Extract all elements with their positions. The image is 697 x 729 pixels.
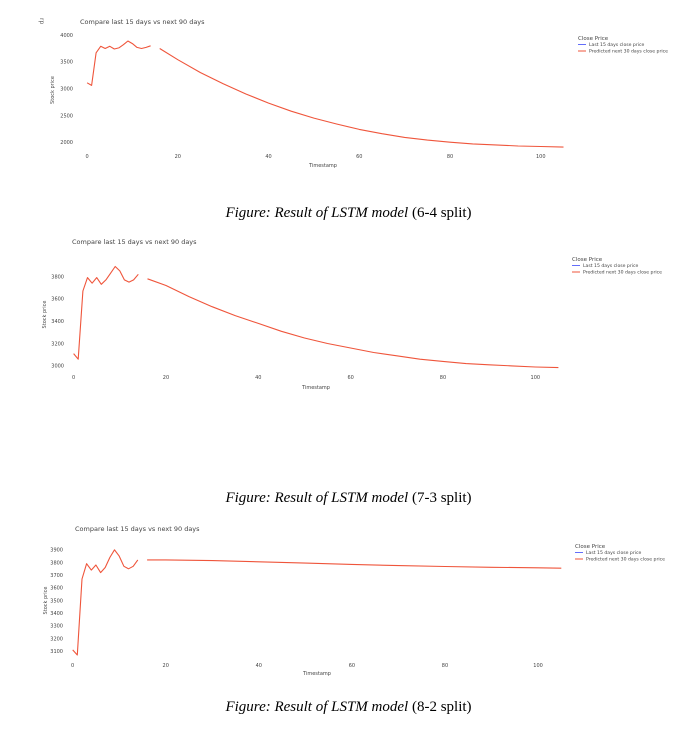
caption-7-3-italic: Figure: Result of LSTM model <box>225 490 409 506</box>
chart-6-4-split: rp Compare last 15 days vs next 90 days 20… <box>38 18 668 169</box>
series-line-forecast <box>147 278 559 369</box>
series-line-recent <box>73 265 139 360</box>
series-line-recent <box>72 549 139 656</box>
x-tick-label: 0 <box>72 375 75 381</box>
legend-title: Close Price <box>575 544 606 550</box>
y-tick-label: 3500 <box>60 60 73 66</box>
legend-item-label: Predicted next 30 days close price <box>583 270 662 276</box>
legend-item-label: Predicted next 30 days close price <box>589 49 668 55</box>
y-tick-label: 3000 <box>51 364 64 370</box>
y-tick-label: 3600 <box>51 297 64 303</box>
x-axis-label: Timestamp <box>308 163 337 169</box>
chart-title: Compare last 15 days vs next 90 days <box>72 238 197 246</box>
caption-7-3: Figure: Result of LSTM model (7-3 split) <box>0 490 697 507</box>
x-tick-label: 20 <box>163 663 169 669</box>
chart-panel-7-3: Compare last 15 days vs next 90 days 3000… <box>0 230 697 400</box>
caption-8-2-italic: Figure: Result of LSTM model <box>225 699 409 715</box>
y-tick-label: 3200 <box>51 341 64 347</box>
y-tick-label: 3100 <box>50 649 63 655</box>
x-tick-label: 40 <box>255 375 261 381</box>
y-tick-label: 2500 <box>60 113 73 119</box>
x-tick-label: 20 <box>175 154 181 160</box>
chart-title: Compare last 15 days vs next 90 days <box>80 18 205 26</box>
y-tick-label: 3800 <box>50 560 63 566</box>
series-line-forecast <box>159 48 564 148</box>
x-tick-label: 80 <box>440 375 446 381</box>
y-tick-label: 2000 <box>60 140 73 146</box>
x-tick-label: 100 <box>533 663 543 669</box>
x-tick-label: 60 <box>347 375 353 381</box>
corner-mark: rp <box>38 18 45 24</box>
y-axis-label: Stock price <box>42 301 48 329</box>
x-tick-label: 60 <box>349 663 355 669</box>
y-tick-label: 3400 <box>51 319 64 325</box>
series-line-forecast <box>147 559 562 569</box>
x-tick-label: 80 <box>447 154 453 160</box>
y-tick-label: 3400 <box>50 611 63 617</box>
legend-item-label: Predicted next 30 days close price <box>586 557 665 563</box>
y-axis-label: Stock price <box>50 76 56 104</box>
chart-7-3-split: Compare last 15 days vs next 90 days 3000… <box>42 238 662 391</box>
y-tick-label: 3700 <box>50 573 63 579</box>
legend-item-label: Last 15 days close price <box>589 42 645 48</box>
caption-8-2: Figure: Result of LSTM model (8-2 split) <box>0 699 697 716</box>
legend-title: Close Price <box>572 257 603 263</box>
y-tick-label: 3900 <box>50 548 63 554</box>
caption-8-2-plain: (8-2 split) <box>408 699 472 715</box>
chart-panel-6-4: rp Compare last 15 days vs next 90 days 20… <box>0 0 697 200</box>
y-tick-label: 3200 <box>50 636 63 642</box>
x-tick-label: 40 <box>265 154 271 160</box>
x-tick-label: 60 <box>356 154 362 160</box>
y-tick-label: 3000 <box>60 86 73 92</box>
chart-title: Compare last 15 days vs next 90 days <box>75 525 200 533</box>
x-tick-label: 20 <box>163 375 169 381</box>
y-tick-label: 3300 <box>50 624 63 630</box>
x-tick-label: 80 <box>442 663 448 669</box>
legend-item-label: Last 15 days close price <box>583 263 639 269</box>
caption-6-4-plain: (6-4 split) <box>408 205 472 221</box>
y-tick-label: 3600 <box>50 586 63 592</box>
y-axis-label: Stock price <box>43 587 49 615</box>
caption-6-4-italic: Figure: Result of LSTM model <box>225 205 409 221</box>
series-line-recent <box>86 40 151 86</box>
y-tick-label: 4000 <box>60 33 73 39</box>
y-tick-label: 3500 <box>50 598 63 604</box>
legend-item-label: Last 15 days close price <box>586 550 642 556</box>
x-axis-label: Timestamp <box>301 385 330 391</box>
caption-7-3-plain: (7-3 split) <box>408 490 472 506</box>
x-tick-label: 40 <box>256 663 262 669</box>
x-tick-label: 0 <box>85 154 88 160</box>
y-tick-label: 3800 <box>51 274 64 280</box>
chart-panel-8-2: Compare last 15 days vs next 90 days 3100… <box>0 518 697 688</box>
x-axis-label: Timestamp <box>302 671 331 677</box>
chart-8-2-split: Compare last 15 days vs next 90 days 3100… <box>43 525 665 677</box>
x-tick-label: 100 <box>536 154 546 160</box>
x-tick-label: 100 <box>531 375 541 381</box>
legend-title: Close Price <box>578 36 609 42</box>
caption-6-4: Figure: Result of LSTM model (6-4 split) <box>0 205 697 222</box>
x-tick-label: 0 <box>71 663 74 669</box>
